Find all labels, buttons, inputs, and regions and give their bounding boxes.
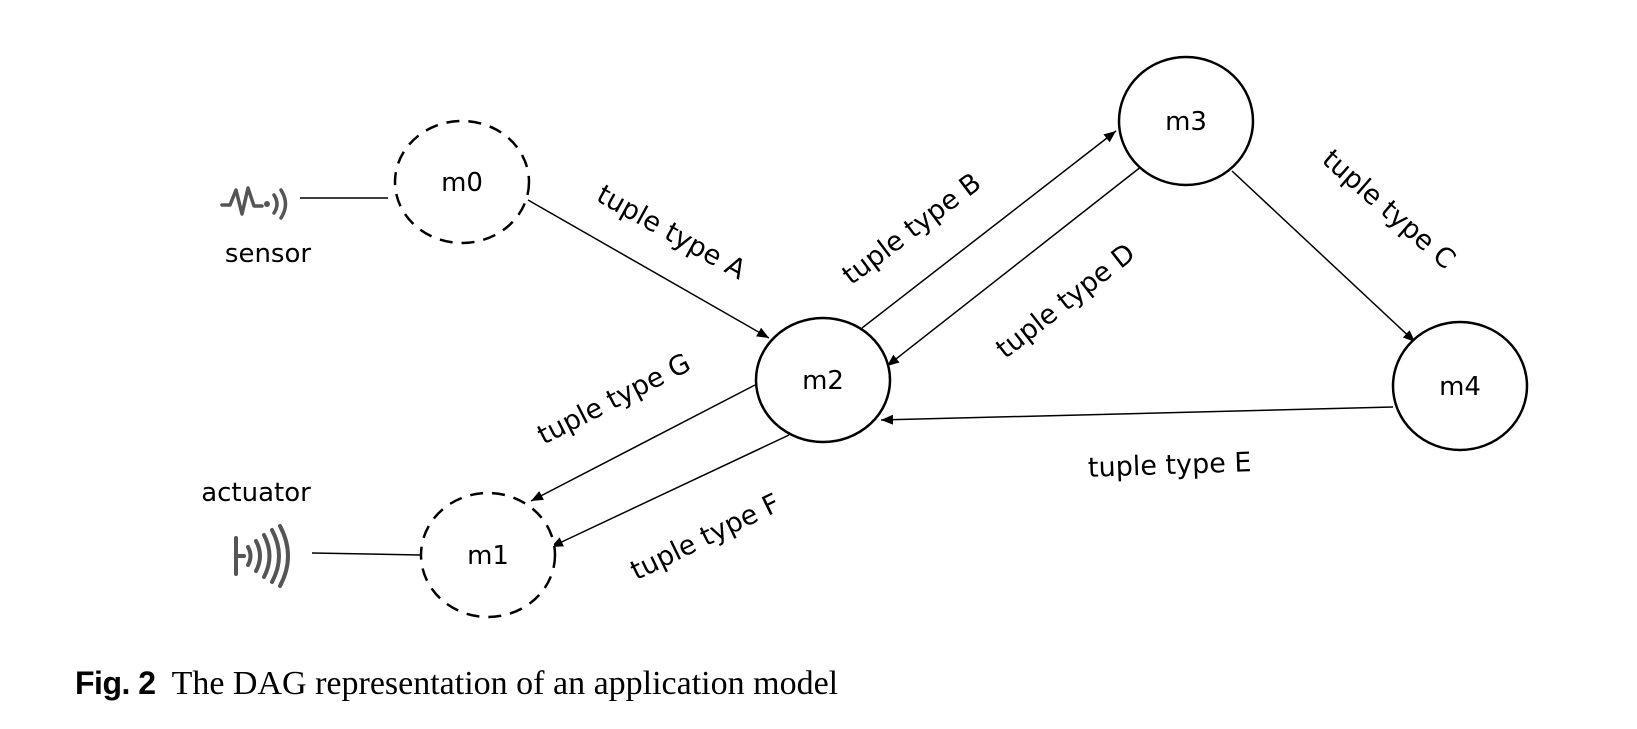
edge-label-b: tuple type B (837, 167, 987, 291)
node-m3: m3 (1117, 55, 1255, 187)
node-label-m4: m4 (1439, 372, 1481, 402)
edge-label-a: tuple type A (591, 179, 751, 286)
figure-caption-text: The DAG representation of an application… (171, 665, 839, 702)
edge-m2-m3 (861, 130, 1117, 329)
sensor-icon (220, 186, 288, 220)
node-m1: m1 (419, 491, 557, 619)
node-label-m0: m0 (441, 168, 483, 198)
figure-caption: Fig. 2 The DAG representation of an appli… (75, 665, 838, 703)
edge-m3-m4 (1231, 170, 1416, 343)
edge-m4-m2 (880, 406, 1394, 425)
node-m0: m0 (393, 119, 531, 245)
node-label-m2: m2 (802, 366, 844, 396)
actuator-link (311, 552, 421, 556)
edge-label-c: tuple type C (1316, 144, 1461, 276)
edge-label-g: tuple type G (533, 348, 696, 452)
edge-m0-m2 (527, 199, 770, 339)
edge-label-d: tuple type D (990, 238, 1141, 365)
actuator-icon (234, 524, 290, 588)
edge-m2-m1-g (530, 384, 756, 502)
node-m4: m4 (1391, 320, 1529, 452)
node-label-m3: m3 (1165, 107, 1207, 137)
edge-m2-m1-f (550, 434, 790, 548)
sensor-label: sensor (225, 239, 311, 269)
edge-label-f: tuple type F (626, 488, 785, 587)
actuator-label: actuator (201, 478, 311, 508)
edge-label-e: tuple type E (1087, 447, 1251, 484)
figure-number: Fig. 2 (75, 665, 156, 701)
node-m2: m2 (754, 316, 892, 444)
edge-m3-m2 (886, 165, 1143, 367)
node-label-m1: m1 (467, 541, 509, 571)
